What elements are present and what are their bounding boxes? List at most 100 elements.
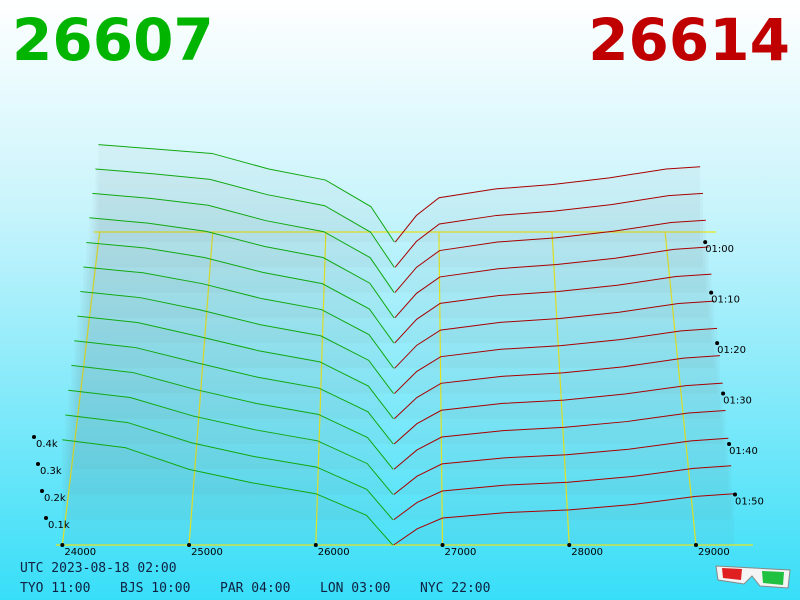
- time-zone: BJS 10:00: [120, 581, 190, 596]
- x-tick-mark: [187, 543, 192, 547]
- bid-depth-line: [71, 364, 394, 470]
- time-tick-label: 01:50: [735, 497, 764, 508]
- time-tick-label: 01:30: [723, 396, 752, 407]
- y-tick-label: 0.4k: [36, 439, 58, 450]
- depth-area: [95, 168, 395, 268]
- time-tick-label: 01:40: [729, 446, 758, 457]
- utc-time: UTC 2023-08-18 02:00: [20, 561, 177, 576]
- depth-area: [393, 438, 729, 495]
- depth-area: [68, 390, 393, 495]
- x-tick-mark: [440, 543, 445, 547]
- 3d-glasses-icon: [715, 565, 791, 589]
- depth-area: [394, 328, 718, 394]
- ask-price: 26614: [588, 6, 790, 74]
- y-tick-mark: [44, 516, 48, 520]
- time-tick-mark: [715, 341, 720, 346]
- ask-depth-line: [393, 465, 732, 521]
- time-zone: TYO 11:00: [20, 581, 90, 596]
- time-tick-mark: [721, 391, 726, 396]
- depth-area: [394, 383, 723, 445]
- x-grid-line: [438, 231, 444, 546]
- glasses-green-lens: [762, 571, 784, 585]
- time-zones: TYO 11:00 BJS 10:00 PAR 04:00 LON 03:00 NYC …: [20, 581, 490, 596]
- time-tick-mark: [703, 240, 708, 245]
- x-tick-label: 26000: [318, 547, 350, 558]
- depth-area: [394, 220, 706, 293]
- depth-area: [92, 193, 395, 293]
- bid-depth-line: [77, 315, 394, 420]
- y-tick-mark: [32, 435, 36, 439]
- x-tick-label: 24000: [64, 547, 96, 558]
- time-zone: NYC 22:00: [420, 581, 490, 596]
- depth-area: [80, 291, 394, 394]
- depth-area: [394, 247, 709, 318]
- plot: 24000 25000 26000 27000 28000 29000 0.1k 0.2k 0.…: [32, 144, 764, 558]
- depth-area: [395, 166, 701, 243]
- ask-depth-line: [394, 166, 701, 243]
- x-grid-line: [61, 231, 101, 546]
- time-tick-label: 01:20: [717, 345, 746, 356]
- bid-depth-line: [80, 291, 394, 394]
- ask-depth-line: [393, 382, 723, 445]
- bid-depth-line: [92, 192, 395, 293]
- ask-depth-line: [393, 437, 729, 495]
- depth-area: [98, 144, 395, 243]
- y-tick-mark: [40, 489, 44, 493]
- depth-area: [83, 267, 394, 369]
- depth-area: [65, 414, 393, 520]
- bid-depth-line: [74, 340, 394, 445]
- bid-depth-line: [62, 439, 394, 546]
- x-tick-mark: [60, 543, 65, 547]
- depth-area: [74, 340, 394, 445]
- bid-depth-line: [89, 217, 395, 319]
- x-grid-line: [664, 231, 697, 546]
- x-tick-label: 27000: [445, 547, 477, 558]
- time-zone: LON 03:00: [320, 581, 390, 596]
- bid-depth-line: [68, 389, 394, 495]
- ask-depth-line: [394, 219, 706, 293]
- ask-depth-line: [394, 300, 715, 369]
- bid-depth-line: [95, 168, 395, 268]
- ask-depth-line: [394, 273, 712, 344]
- bid-price: 26607: [12, 6, 214, 74]
- ask-depth-line: [394, 246, 709, 319]
- depth-area: [394, 410, 726, 470]
- x-grid-line: [551, 231, 570, 546]
- depth-area: [89, 217, 394, 318]
- ask-depth-line: [393, 409, 726, 470]
- x-tick-label: 29000: [698, 547, 730, 558]
- depth-area: [71, 365, 394, 470]
- ask-depth-line: [394, 327, 718, 394]
- depth-area: [393, 493, 734, 545]
- bid-depth-line: [98, 144, 395, 243]
- x-tick-mark: [567, 543, 572, 547]
- y-tick-label: 0.3k: [40, 466, 62, 477]
- depth-area: [393, 465, 732, 520]
- ask-depth-line: [393, 355, 720, 420]
- depth-area: [394, 355, 720, 419]
- x-tick-label: 28000: [571, 547, 603, 558]
- bid-depth-line: [83, 266, 395, 369]
- ask-depth-line: [393, 493, 735, 546]
- bid-depth-line: [86, 242, 395, 344]
- y-tick-mark: [36, 462, 40, 466]
- y-tick-label: 0.2k: [44, 493, 66, 504]
- depth-area: [62, 439, 393, 545]
- glasses-red-lens: [722, 568, 742, 580]
- bid-depth-line: [65, 414, 394, 521]
- ask-depth-line: [394, 192, 704, 268]
- depth-area: [394, 301, 715, 369]
- depth-area: [77, 316, 394, 419]
- depth-area: [395, 193, 703, 268]
- time-zone: PAR 04:00: [220, 581, 290, 596]
- time-tick-mark: [727, 442, 732, 447]
- time-tick-mark: [733, 492, 738, 497]
- time-tick-mark: [709, 290, 714, 295]
- x-tick-label: 25000: [191, 547, 223, 558]
- time-tick-label: 01:10: [711, 295, 740, 306]
- x-tick-mark: [313, 543, 318, 547]
- x-tick-mark: [693, 543, 698, 547]
- x-grid-line: [188, 231, 214, 546]
